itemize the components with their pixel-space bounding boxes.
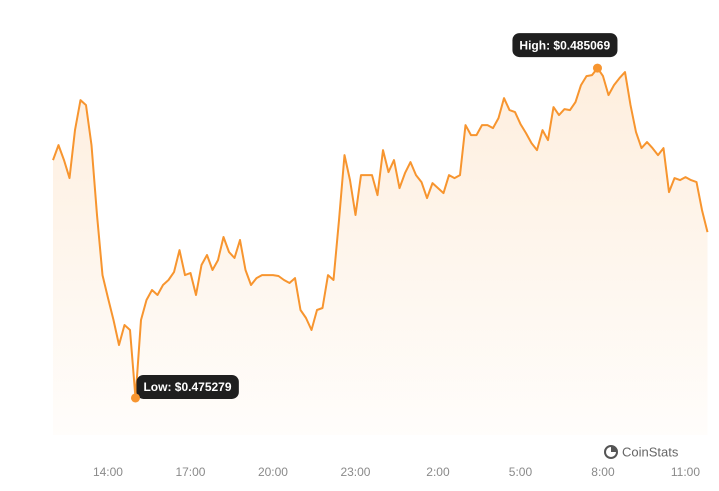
x-tick-label: 2:00	[426, 465, 450, 479]
x-tick-label: 17:00	[175, 465, 205, 479]
low-annotation: Low: $0.475279	[136, 374, 239, 399]
high-label: High: $0.485069	[519, 38, 610, 52]
x-tick-label: 8:00	[591, 465, 615, 479]
x-tick-label: 14:00	[93, 465, 123, 479]
area-fill	[53, 68, 708, 435]
low-label: Low: $0.475279	[143, 380, 231, 394]
watermark-icon-slice	[611, 446, 617, 452]
high-label-box	[512, 33, 618, 58]
x-tick-label: 20:00	[258, 465, 288, 479]
x-tick-label: 11:00	[671, 465, 700, 479]
high-annotation: High: $0.485069	[512, 33, 618, 58]
watermark-text: CoinStats	[622, 444, 679, 459]
watermark: CoinStats	[604, 444, 679, 459]
high-point	[592, 63, 602, 73]
x-tick-label: 5:00	[509, 465, 533, 479]
low-point	[130, 393, 140, 403]
low-label-box	[136, 374, 239, 399]
x-tick-label: 23:00	[340, 465, 370, 479]
